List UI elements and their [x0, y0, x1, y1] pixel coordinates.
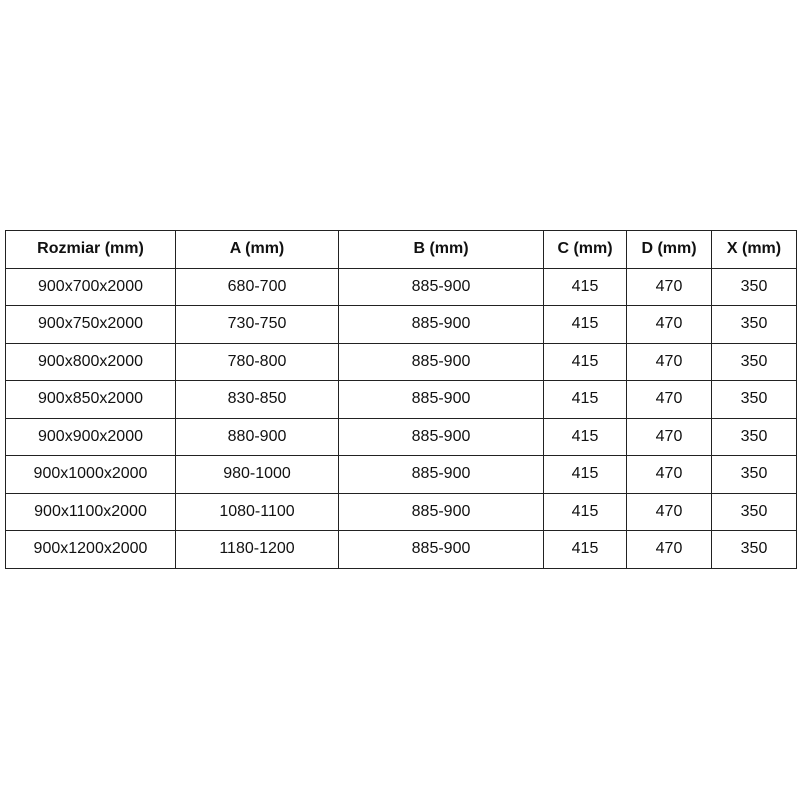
table-cell: 780-800 [175, 342, 339, 381]
dimensions-table: Rozmiar (mm) A (mm) B (mm) C (mm) D (mm) X (m… [5, 230, 797, 569]
table-cell: 885-900 [338, 305, 544, 344]
table-cell: 900x850x2000 [5, 380, 176, 419]
table-row: 900x800x2000 780-800 885-900 415 470 350 [5, 342, 797, 381]
table-cell: 1080-1100 [175, 492, 339, 531]
table-cell: 470 [626, 305, 712, 344]
table-cell: 900x700x2000 [5, 267, 176, 306]
table-cell: 415 [543, 455, 627, 494]
table-cell: 900x1000x2000 [5, 455, 176, 494]
table-cell: 415 [543, 380, 627, 419]
table-cell: 350 [711, 305, 797, 344]
table-cell: 350 [711, 492, 797, 531]
table-cell: 350 [711, 342, 797, 381]
table-cell: 350 [711, 267, 797, 306]
table-cell: 415 [543, 417, 627, 456]
column-header: D (mm) [626, 230, 712, 269]
table-cell: 1180-1200 [175, 530, 339, 569]
column-header: B (mm) [338, 230, 544, 269]
table-cell: 900x900x2000 [5, 417, 176, 456]
table-cell: 900x1200x2000 [5, 530, 176, 569]
table-cell: 415 [543, 267, 627, 306]
table-cell: 470 [626, 455, 712, 494]
table-cell: 415 [543, 530, 627, 569]
table-header-row: Rozmiar (mm) A (mm) B (mm) C (mm) D (mm) X (m… [5, 230, 797, 269]
table-cell: 885-900 [338, 455, 544, 494]
table-cell: 885-900 [338, 380, 544, 419]
table-cell: 470 [626, 380, 712, 419]
table-row: 900x1100x2000 1080-1100 885-900 415 470 350 [5, 492, 797, 531]
table-cell: 350 [711, 455, 797, 494]
table-cell: 415 [543, 342, 627, 381]
table-cell: 885-900 [338, 417, 544, 456]
table-cell: 900x800x2000 [5, 342, 176, 381]
table-row: 900x1200x2000 1180-1200 885-900 415 470 350 [5, 530, 797, 569]
table-row: 900x700x2000 680-700 885-900 415 470 350 [5, 267, 797, 306]
table-cell: 880-900 [175, 417, 339, 456]
table-row: 900x850x2000 830-850 885-900 415 470 350 [5, 380, 797, 419]
table-cell: 470 [626, 530, 712, 569]
table-cell: 350 [711, 417, 797, 456]
table-cell: 680-700 [175, 267, 339, 306]
column-header: A (mm) [175, 230, 339, 269]
table-row: 900x750x2000 730-750 885-900 415 470 350 [5, 305, 797, 344]
table-cell: 830-850 [175, 380, 339, 419]
column-header: C (mm) [543, 230, 627, 269]
table-cell: 900x1100x2000 [5, 492, 176, 531]
table-cell: 885-900 [338, 267, 544, 306]
table-cell: 415 [543, 305, 627, 344]
table-cell: 730-750 [175, 305, 339, 344]
table-cell: 900x750x2000 [5, 305, 176, 344]
table-cell: 470 [626, 417, 712, 456]
table-cell: 980-1000 [175, 455, 339, 494]
column-header: X (mm) [711, 230, 797, 269]
table-cell: 350 [711, 380, 797, 419]
table-cell: 350 [711, 530, 797, 569]
table-row: 900x900x2000 880-900 885-900 415 470 350 [5, 417, 797, 456]
table-row: 900x1000x2000 980-1000 885-900 415 470 350 [5, 455, 797, 494]
table-cell: 885-900 [338, 342, 544, 381]
table-cell: 470 [626, 267, 712, 306]
column-header: Rozmiar (mm) [5, 230, 176, 269]
table-cell: 470 [626, 492, 712, 531]
table-cell: 470 [626, 342, 712, 381]
table-cell: 885-900 [338, 492, 544, 531]
table-cell: 885-900 [338, 530, 544, 569]
table-cell: 415 [543, 492, 627, 531]
